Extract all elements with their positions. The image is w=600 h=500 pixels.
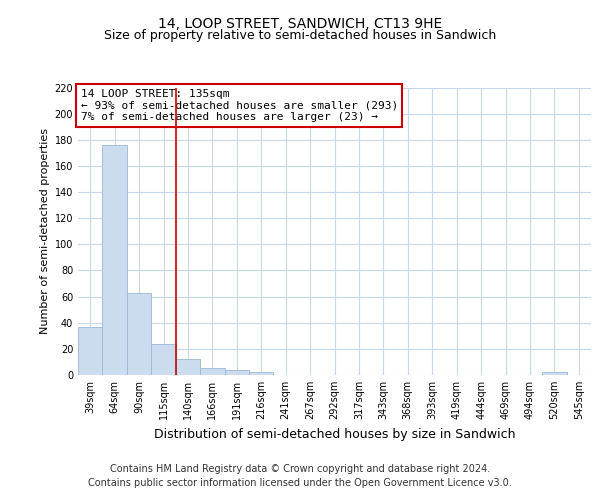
Bar: [542, 372, 566, 375]
X-axis label: Distribution of semi-detached houses by size in Sandwich: Distribution of semi-detached houses by …: [154, 428, 515, 440]
Bar: [176, 360, 200, 375]
Bar: [249, 372, 274, 375]
Text: 14 LOOP STREET: 135sqm
← 93% of semi-detached houses are smaller (293)
7% of sem: 14 LOOP STREET: 135sqm ← 93% of semi-det…: [80, 89, 398, 122]
Bar: [78, 326, 103, 375]
Text: Size of property relative to semi-detached houses in Sandwich: Size of property relative to semi-detach…: [104, 29, 496, 42]
Bar: [151, 344, 176, 375]
Bar: [127, 292, 151, 375]
Text: Contains HM Land Registry data © Crown copyright and database right 2024.
Contai: Contains HM Land Registry data © Crown c…: [88, 464, 512, 487]
Y-axis label: Number of semi-detached properties: Number of semi-detached properties: [40, 128, 50, 334]
Bar: [224, 370, 249, 375]
Text: 14, LOOP STREET, SANDWICH, CT13 9HE: 14, LOOP STREET, SANDWICH, CT13 9HE: [158, 18, 442, 32]
Bar: [103, 145, 127, 375]
Bar: [200, 368, 224, 375]
